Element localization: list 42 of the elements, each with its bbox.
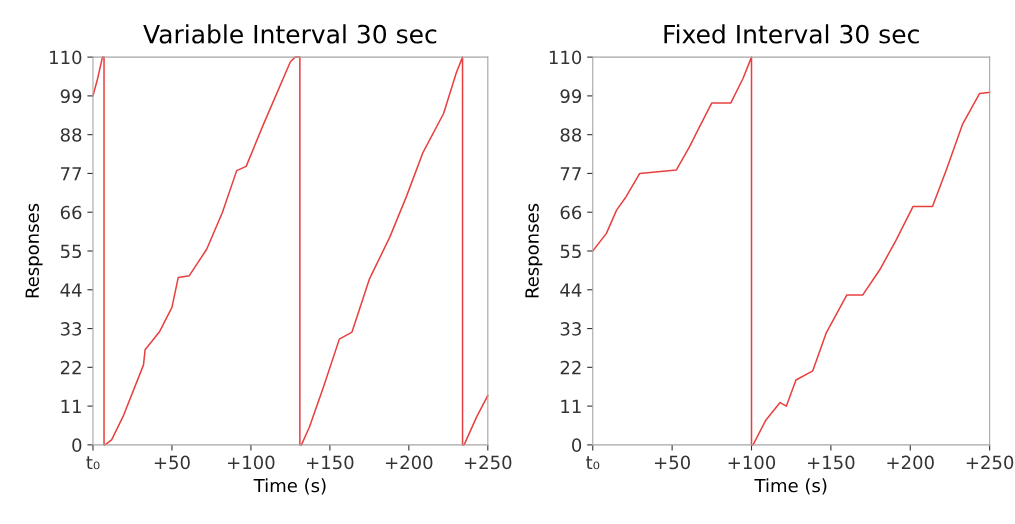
- y-tick-label: 88: [60, 128, 82, 142]
- y-tick-label: 99: [60, 89, 82, 104]
- y-tick-label: 66: [560, 205, 582, 220]
- y-tick-label: 77: [560, 167, 581, 181]
- x-tick-label: +200: [887, 455, 934, 470]
- y-tick-label: 66: [60, 205, 82, 220]
- x-tick-label: +100: [228, 455, 275, 470]
- line-series: [92, 56, 489, 446]
- y-tick-label: 0: [572, 438, 582, 452]
- x-tick-label: +250: [464, 455, 512, 470]
- x-tick-label: +150: [306, 455, 354, 470]
- y-tick-label: 0: [72, 438, 82, 452]
- y-tick-label: 110: [549, 50, 582, 65]
- x-tick-label: +50: [154, 455, 190, 470]
- y-tick-label: 110: [50, 50, 82, 65]
- y-tick-label: 99: [560, 89, 582, 104]
- x-tick-label: +250: [966, 455, 1014, 470]
- x-tick-label: +200: [385, 455, 433, 470]
- x-axis-title: Time (s): [754, 478, 827, 495]
- y-tick-label: 55: [60, 244, 81, 259]
- chart-title: Fixed Interval 30 sec: [664, 24, 919, 44]
- x-axis-title: Time (s): [253, 478, 326, 495]
- y-tick-label: 33: [60, 322, 82, 336]
- x-tick-label: +100: [728, 455, 776, 470]
- y-tick-label: 22: [560, 360, 581, 375]
- x-tick-label: +50: [654, 455, 690, 470]
- y-tick-label: 33: [560, 322, 581, 336]
- y-tick-label: 44: [560, 283, 582, 297]
- y-tick-label: 88: [560, 128, 582, 142]
- line-series: [591, 56, 991, 446]
- y-axis-title: Responses: [25, 203, 43, 298]
- x-tick-label: t₀: [586, 456, 600, 470]
- x-tick-label: +150: [807, 455, 855, 470]
- chart-title: Variable Interval 30 sec: [143, 24, 437, 44]
- y-tick-label: 55: [560, 244, 581, 259]
- x-tick-label: t₀: [86, 456, 100, 470]
- y-tick-label: 77: [61, 167, 82, 181]
- y-tick-label: 44: [60, 283, 82, 297]
- y-axis-title: Responses: [525, 203, 543, 298]
- y-tick-label: 11: [61, 399, 81, 413]
- y-tick-label: 11: [561, 399, 581, 413]
- y-tick-label: 22: [60, 360, 81, 375]
